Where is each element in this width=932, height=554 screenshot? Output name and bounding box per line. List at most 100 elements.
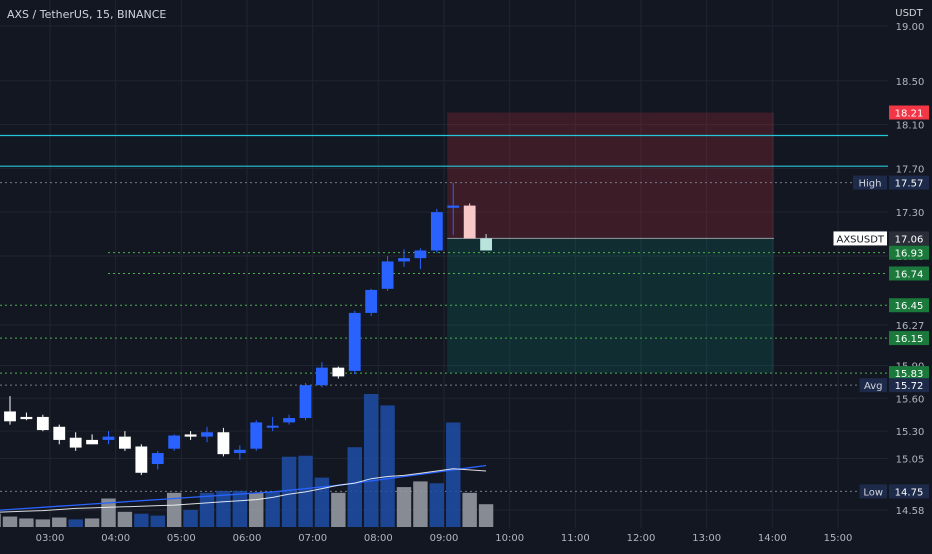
candle-body <box>250 422 263 449</box>
y-tick-label: 18.50 <box>896 77 925 88</box>
candle[interactable] <box>447 182 460 236</box>
price-label[interactable]: 17.06 AXSUSDT <box>833 231 930 246</box>
candle[interactable] <box>332 366 345 379</box>
candle[interactable] <box>365 288 378 317</box>
price-label[interactable]: 16.93 <box>889 245 929 260</box>
candle-body <box>266 425 279 428</box>
candle-body <box>168 435 181 449</box>
price-label[interactable]: 17.57 High <box>853 175 929 190</box>
candle-body <box>233 449 246 454</box>
price-labels: 18.21 17.57 High 17.06 AXSUSDT 16.93 16.74 16.4… <box>833 105 930 499</box>
volume-moving-averages <box>0 464 487 513</box>
take-profit-zone[interactable] <box>447 238 774 374</box>
candle[interactable] <box>381 255 394 291</box>
candle[interactable] <box>135 444 148 475</box>
volume-bar <box>0 513 1 527</box>
volume-bar <box>150 515 165 527</box>
volume-ma-white <box>0 468 487 513</box>
price-label[interactable]: 15.83 <box>889 366 929 381</box>
price-tag-text: Low <box>863 487 883 498</box>
position-zones <box>447 112 774 374</box>
volume-bar <box>199 492 215 527</box>
volume-bar <box>446 422 461 527</box>
candle[interactable] <box>480 234 492 251</box>
price-tag-bg <box>859 484 887 499</box>
x-tick-label: 13:00 <box>692 533 721 544</box>
candle[interactable] <box>69 432 82 451</box>
candle-body <box>316 367 328 386</box>
candle[interactable] <box>20 412 33 421</box>
grid <box>0 0 888 528</box>
candle[interactable] <box>250 420 263 451</box>
candle[interactable] <box>201 426 213 443</box>
price-label-bg <box>889 378 929 393</box>
candle-body <box>102 436 115 440</box>
candle[interactable] <box>463 203 476 239</box>
price-label-text: 17.06 <box>895 234 924 245</box>
price-label-text: 15.72 <box>895 381 924 392</box>
x-tick-label: 05:00 <box>167 533 196 544</box>
candle-body <box>480 238 492 251</box>
candle[interactable] <box>430 208 443 253</box>
y-tick-label: 15.30 <box>896 427 925 438</box>
x-tick-label: 08:00 <box>364 533 393 544</box>
candle[interactable] <box>4 396 16 425</box>
candle[interactable] <box>233 445 246 460</box>
chart-title: AXS / TetherUS, 15, BINANCE <box>7 8 166 21</box>
candle[interactable] <box>119 431 131 451</box>
candle[interactable] <box>36 414 49 432</box>
volume-bar <box>68 519 83 527</box>
x-tick-label: 04:00 <box>101 533 130 544</box>
price-label-bg <box>889 105 929 120</box>
price-label[interactable]: 15.72 Avg <box>859 378 930 393</box>
candle[interactable] <box>184 431 197 440</box>
candle[interactable] <box>217 427 230 457</box>
x-tick-label: 10:00 <box>495 533 524 544</box>
x-tick-label: 07:00 <box>298 533 327 544</box>
volume-bar <box>216 490 231 527</box>
candle[interactable] <box>266 416 279 432</box>
candle[interactable] <box>414 248 427 270</box>
time-axis: 03:00 04:00 05:00 06:00 07:00 08:00 09:00 10:00… <box>0 528 888 550</box>
candle[interactable] <box>299 382 312 421</box>
volume-bar <box>101 498 116 527</box>
price-label-bg <box>889 231 929 246</box>
price-tag-text: Avg <box>864 381 883 392</box>
price-label-text: 17.57 <box>895 179 924 190</box>
x-tick-label: 11:00 <box>561 533 590 544</box>
volume-bar <box>396 487 412 527</box>
x-tick-label: 06:00 <box>233 533 262 544</box>
price-label-text: 18.21 <box>895 109 924 120</box>
volume-bar <box>347 447 362 527</box>
price-label[interactable]: 18.21 <box>889 105 929 120</box>
candle[interactable] <box>316 362 328 388</box>
candle[interactable] <box>168 434 181 451</box>
candle[interactable] <box>398 249 410 267</box>
candle[interactable] <box>151 450 164 470</box>
price-label[interactable]: 16.74 <box>889 266 929 281</box>
volume-bar <box>183 509 198 527</box>
volume-bar <box>413 481 428 527</box>
candle-body <box>201 432 213 437</box>
price-label[interactable]: 14.75 Low <box>859 484 930 499</box>
volume-bar <box>298 455 313 527</box>
price-label[interactable]: 16.45 <box>889 298 929 313</box>
volume-bar <box>380 405 395 527</box>
y-tick-label: 19.00 <box>896 22 925 33</box>
candle[interactable] <box>86 434 98 445</box>
volume-bar <box>265 491 280 527</box>
y-tick-label: 17.70 <box>896 164 925 175</box>
volume-bar <box>19 518 34 527</box>
candle[interactable] <box>348 310 361 375</box>
candle[interactable] <box>53 424 66 445</box>
candle[interactable] <box>102 431 115 445</box>
y-tick-label: 14.58 <box>896 506 925 517</box>
volume-bar <box>117 511 133 527</box>
stop-loss-zone[interactable] <box>447 112 774 239</box>
price-label-text: 14.75 <box>895 487 924 498</box>
volume-bar <box>52 517 67 527</box>
candle[interactable] <box>283 414 295 425</box>
price-label[interactable]: 16.15 <box>889 331 929 346</box>
